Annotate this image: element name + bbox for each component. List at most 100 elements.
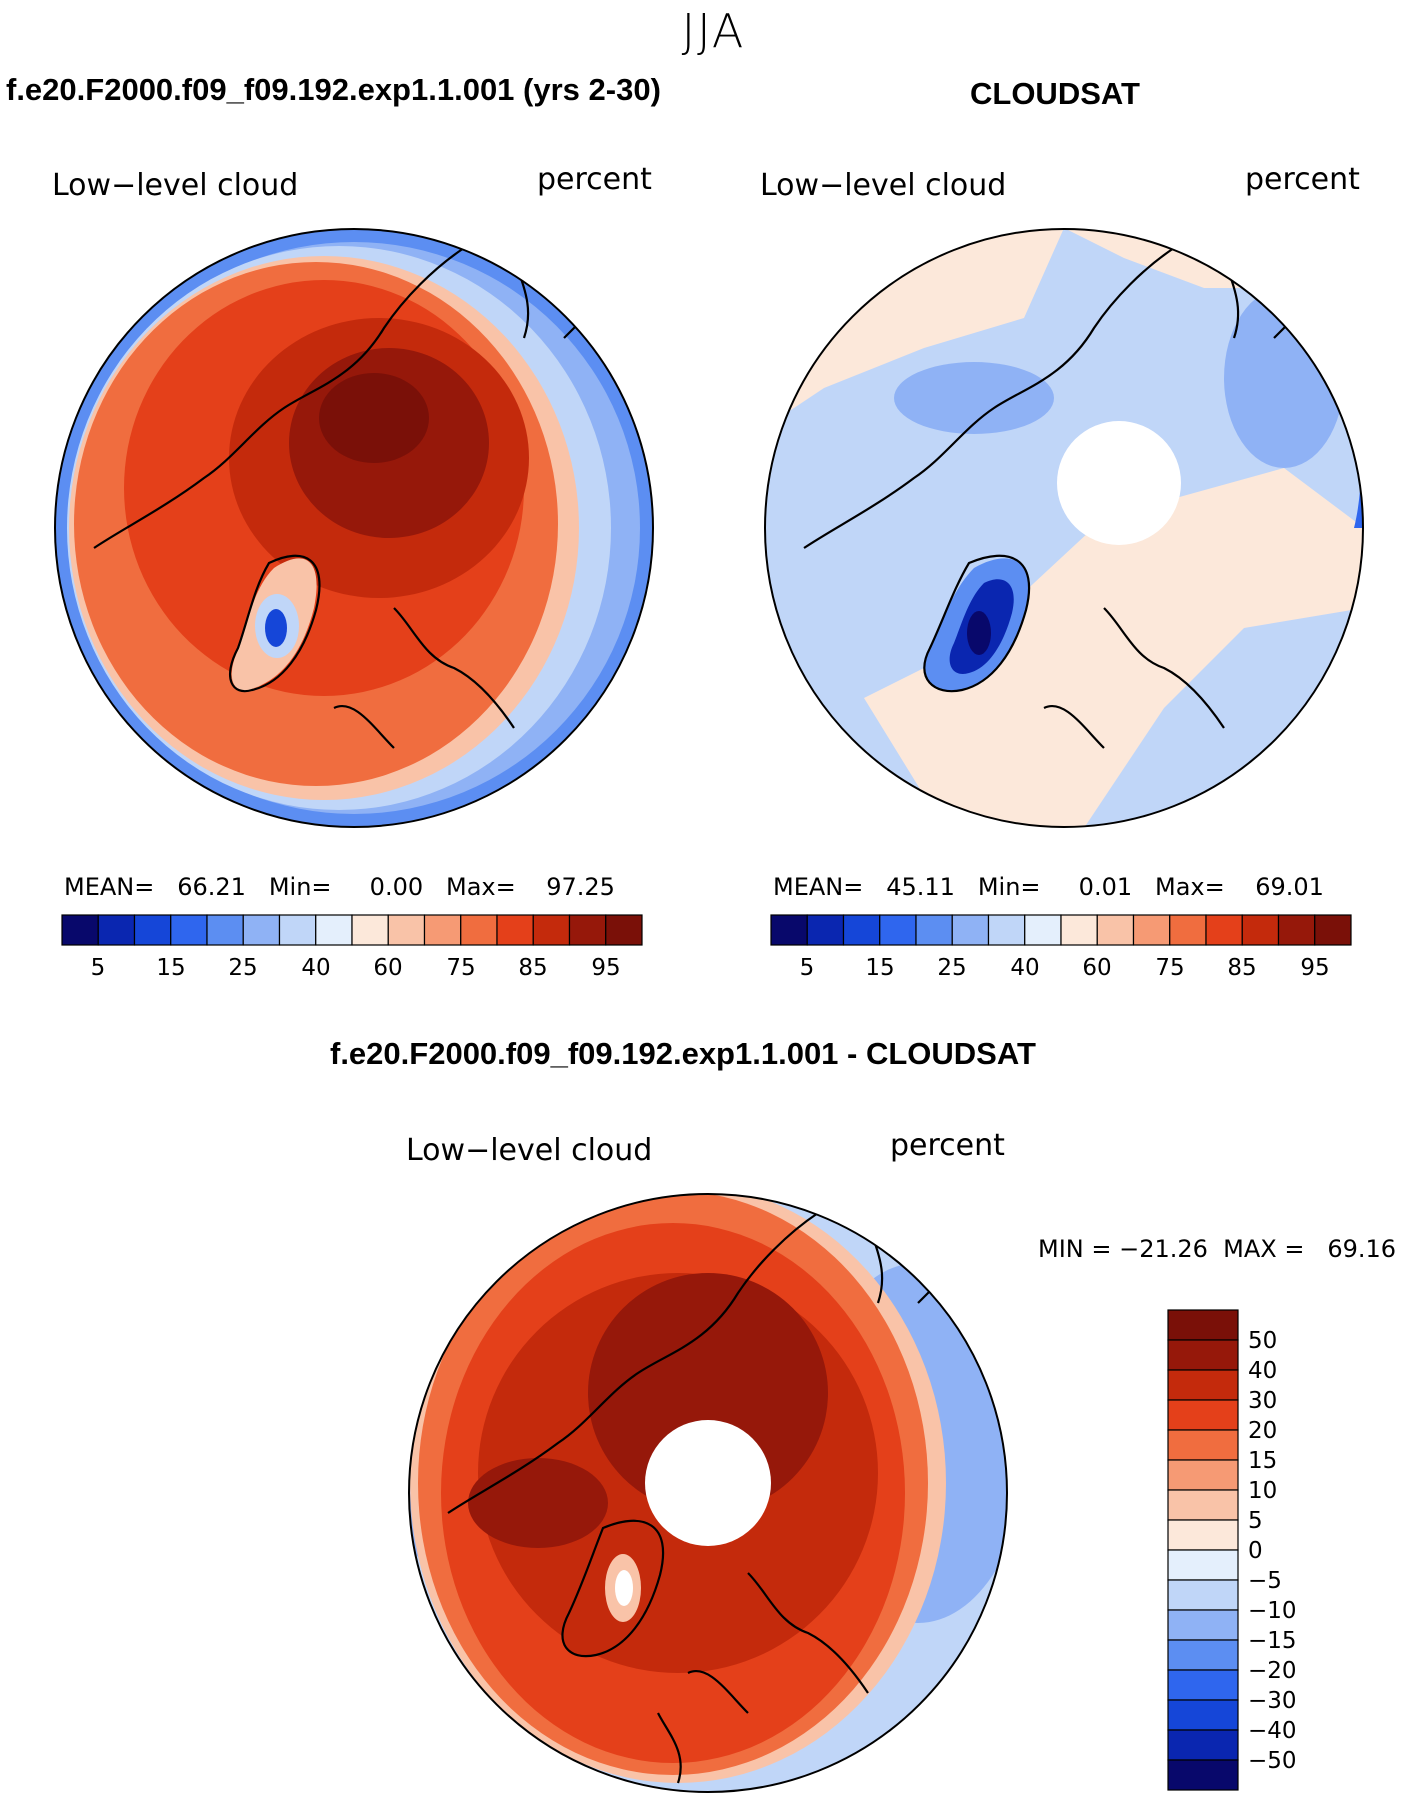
panel1-stats: MEAN= 66.21 Min= 0.00 Max= 97.25 [64,873,615,901]
colorbar-swatch [1167,1549,1239,1581]
colorbar-swatch [61,914,99,946]
colorbar-swatch [1314,914,1352,946]
panel2-tick: 95 [1300,955,1330,981]
colorbar-swatch [806,914,845,946]
season-title: JJA [681,4,746,58]
colorbar-swatch [170,914,208,946]
panel2-colorbar-ticks: 5 15 25 40 60 75 85 95 [771,955,1351,985]
colorbar-swatch [915,914,953,946]
panel2-tick: 75 [1155,955,1185,981]
colorbar-swatch [879,914,917,946]
panel2-tick: 85 [1227,955,1257,981]
colorbar-swatch [1167,1519,1239,1551]
panel1-variable: Low−level cloud [52,168,299,203]
colorbar-swatch [97,914,136,946]
panel3-colorbar [1167,1309,1239,1791]
colorbar-swatch [1060,914,1098,946]
colorbar-swatch [568,914,607,946]
colorbar-swatch [770,914,808,946]
panel2-map [764,228,1364,828]
panel3-tick: 0 [1248,1538,1263,1564]
colorbar-swatch [1024,914,1062,946]
colorbar-swatch [423,914,462,946]
panel3-units: percent [890,1128,1005,1163]
panel1-map [54,228,654,828]
panel3-tick: −40 [1248,1718,1297,1744]
panel3-tick: 15 [1248,1448,1278,1474]
panel2-tick: 15 [865,955,895,981]
panel1-units: percent [537,162,652,197]
colorbar-swatch [1167,1639,1239,1671]
panel3-tick: 5 [1248,1508,1263,1534]
colorbar-swatch [460,914,498,946]
panel3-tick: −20 [1248,1658,1297,1684]
colorbar-swatch [1167,1429,1239,1461]
panel1-colorbar-ticks: 5 15 25 40 60 75 85 95 [62,955,642,985]
colorbar-swatch [1277,914,1316,946]
colorbar-swatch [206,914,244,946]
panel3-colorbar-ticks: 50 40 30 20 15 10 5 0 −5 −10 −15 −20 −30… [1248,1310,1328,1790]
colorbar-swatch [387,914,426,946]
panel1-tick: 25 [228,955,258,981]
panel1-title: f.e20.F2000.f09_f09.192.exp1.1.001 (yrs … [6,72,661,107]
panel1-colorbar [61,914,643,946]
panel3-tick: −10 [1248,1598,1297,1624]
panel3-tick: 50 [1248,1328,1278,1354]
panel1-tick: 5 [90,955,106,981]
panel3-stats: MIN = −21.26 MAX = 69.16 [1038,1235,1397,1263]
panel1-tick: 60 [373,955,403,981]
panel3-tick: −5 [1248,1568,1282,1594]
panel2-colorbar [770,914,1352,946]
panel3-tick: −50 [1248,1748,1297,1774]
panel3-tick: 20 [1248,1418,1278,1444]
panel3-tick: 40 [1248,1358,1278,1384]
colorbar-swatch [842,914,881,946]
panel2-variable: Low−level cloud [760,168,1007,203]
panel3-tick: 30 [1248,1388,1278,1414]
panel3-tick: −30 [1248,1688,1297,1714]
colorbar-swatch [1167,1339,1239,1371]
panel2-units: percent [1245,162,1360,197]
colorbar-swatch [605,914,643,946]
panel2-title: CLOUDSAT [970,76,1140,111]
colorbar-swatch [1167,1309,1239,1341]
colorbar-swatch [278,914,317,946]
colorbar-swatch [496,914,534,946]
panel1-tick: 95 [591,955,621,981]
colorbar-swatch [1167,1669,1239,1701]
panel2-tick: 25 [937,955,967,981]
panel1-tick: 75 [446,955,476,981]
colorbar-swatch [951,914,990,946]
panel2-tick: 40 [1010,955,1040,981]
colorbar-swatch [1167,1579,1239,1611]
colorbar-swatch [1205,914,1243,946]
colorbar-swatch [1169,914,1207,946]
panel1-tick: 85 [518,955,548,981]
panel2-tick: 5 [799,955,815,981]
panel3-map [408,1193,1008,1793]
colorbar-swatch [242,914,281,946]
panel3-variable: Low−level cloud [406,1133,653,1168]
colorbar-swatch [1167,1459,1239,1491]
colorbar-swatch [133,914,172,946]
panel3-title: f.e20.F2000.f09_f09.192.exp1.1.001 - CLO… [330,1036,1036,1071]
panel1-tick: 15 [156,955,186,981]
colorbar-swatch [1167,1609,1239,1641]
colorbar-swatch [315,914,353,946]
panel2-tick: 60 [1082,955,1112,981]
colorbar-swatch [1096,914,1135,946]
panel3-tick: 10 [1248,1478,1278,1504]
colorbar-swatch [1167,1489,1239,1521]
colorbar-swatch [532,914,571,946]
colorbar-swatch [1167,1729,1239,1761]
panel2-stats: MEAN= 45.11 Min= 0.01 Max= 69.01 [773,873,1324,901]
colorbar-swatch [987,914,1026,946]
colorbar-swatch [1167,1699,1239,1731]
colorbar-swatch [1132,914,1171,946]
colorbar-swatch [351,914,389,946]
colorbar-swatch [1167,1759,1239,1791]
panel1-tick: 40 [301,955,331,981]
colorbar-swatch [1167,1399,1239,1431]
colorbar-swatch [1241,914,1280,946]
colorbar-swatch [1167,1369,1239,1401]
